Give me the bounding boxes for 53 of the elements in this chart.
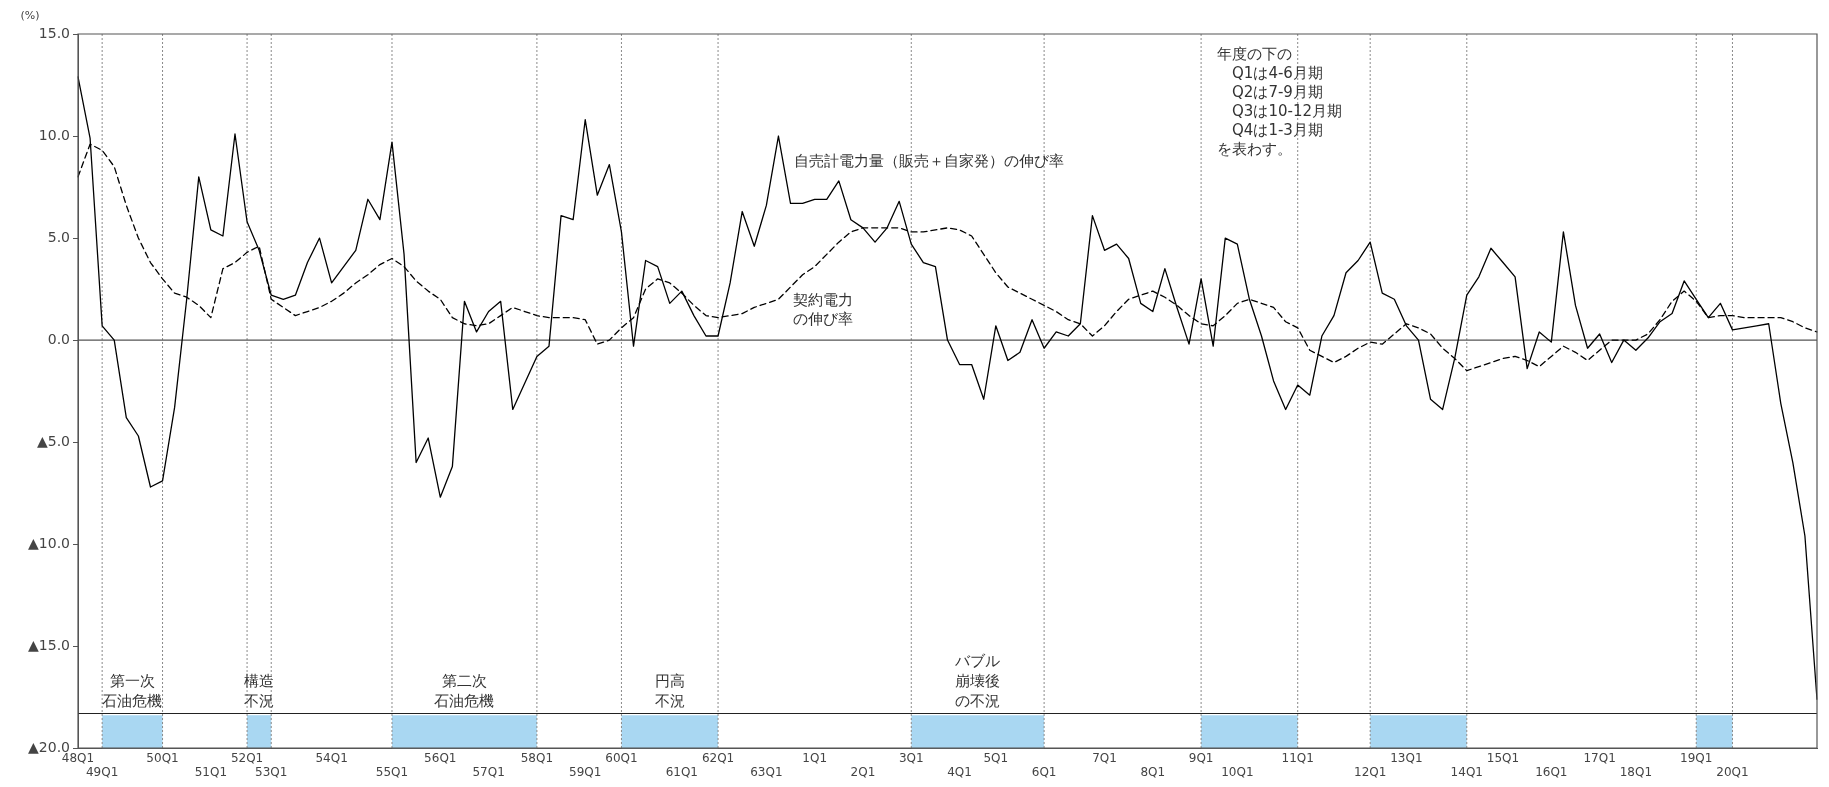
annotation: を表わす。 bbox=[1217, 140, 1293, 160]
x-tick-label: 59Q1 bbox=[569, 764, 602, 779]
x-tick-label: 53Q1 bbox=[255, 764, 288, 779]
x-tick-label: 14Q1 bbox=[1450, 764, 1483, 779]
x-tick-label: 63Q1 bbox=[750, 764, 783, 779]
x-tick-label: 10Q1 bbox=[1221, 764, 1254, 779]
x-tick-label: 55Q1 bbox=[375, 764, 409, 779]
x-tick-label: 19Q1 bbox=[1680, 750, 1713, 765]
x-tick-label: 60Q1 bbox=[605, 750, 638, 765]
y-tick-label: 15.0 bbox=[38, 24, 70, 41]
x-tick-label: 52Q1 bbox=[230, 750, 264, 765]
y-tick-label: ▲10.0 bbox=[28, 534, 70, 551]
x-tick-label: 11Q1 bbox=[1281, 750, 1314, 765]
y-tick-label: ▲15.0 bbox=[28, 636, 70, 653]
x-tick-label: 7Q1 bbox=[1092, 750, 1117, 765]
x-tick-label: 15Q1 bbox=[1486, 750, 1520, 765]
y-tick-label: ▲5.0 bbox=[36, 432, 70, 449]
x-tick-label: 54Q1 bbox=[315, 750, 348, 765]
x-tick-label: 18Q1 bbox=[1619, 764, 1653, 779]
band-label: バブル崩壊後の不況 bbox=[954, 651, 1001, 710]
x-tick-label: 6Q1 bbox=[1031, 764, 1057, 779]
x-tick-label: 50Q1 bbox=[146, 750, 179, 765]
y-tick-label: 10.0 bbox=[38, 126, 70, 143]
y-tick-label: 0.0 bbox=[47, 330, 70, 347]
x-tick-label: 12Q1 bbox=[1353, 764, 1387, 779]
x-tick-label: 57Q1 bbox=[472, 764, 505, 779]
x-tick-label: 62Q1 bbox=[701, 750, 735, 765]
x-tick-label: 9Q1 bbox=[1188, 750, 1214, 765]
x-tick-label: 61Q1 bbox=[665, 764, 698, 779]
x-tick-label: 2Q1 bbox=[850, 764, 876, 779]
annotation: 自売計電力量（販売＋自家発）の伸び率 bbox=[794, 151, 1065, 171]
x-tick-label: 58Q1 bbox=[520, 750, 554, 765]
band-label: 構造不況 bbox=[244, 671, 275, 710]
x-tick-label: 49Q1 bbox=[85, 764, 119, 779]
x-tick-label: 4Q1 bbox=[947, 764, 972, 779]
annotation: 年度の下の Q1は4-6月期 Q2は7-9月期 Q3は10-12月期 Q4は1-3月期 bbox=[1217, 44, 1342, 140]
x-tick-label: 20Q1 bbox=[1716, 764, 1749, 779]
x-tick-label: 1Q1 bbox=[802, 750, 828, 765]
y-tick-label: ▲20.0 bbox=[28, 738, 70, 755]
x-tick-label: 51Q1 bbox=[194, 764, 228, 779]
x-tick-label: 3Q1 bbox=[898, 750, 924, 765]
x-tick-label: 8Q1 bbox=[1140, 764, 1166, 779]
annotation: 契約電力の伸び率 bbox=[792, 291, 853, 330]
band-label: 第一次石油危機 bbox=[102, 671, 163, 710]
band-label: 第二次石油危機 bbox=[434, 671, 495, 710]
x-tick-label: 16Q1 bbox=[1535, 764, 1568, 779]
band-label: 円高不況 bbox=[654, 671, 685, 710]
y-axis-title: (%) bbox=[20, 9, 40, 23]
x-tick-label: 56Q1 bbox=[424, 750, 457, 765]
x-tick-label: 13Q1 bbox=[1390, 750, 1423, 765]
y-tick-label: 5.0 bbox=[47, 228, 70, 245]
x-tick-label: 17Q1 bbox=[1583, 750, 1616, 765]
x-tick-label: 5Q1 bbox=[983, 750, 1009, 765]
